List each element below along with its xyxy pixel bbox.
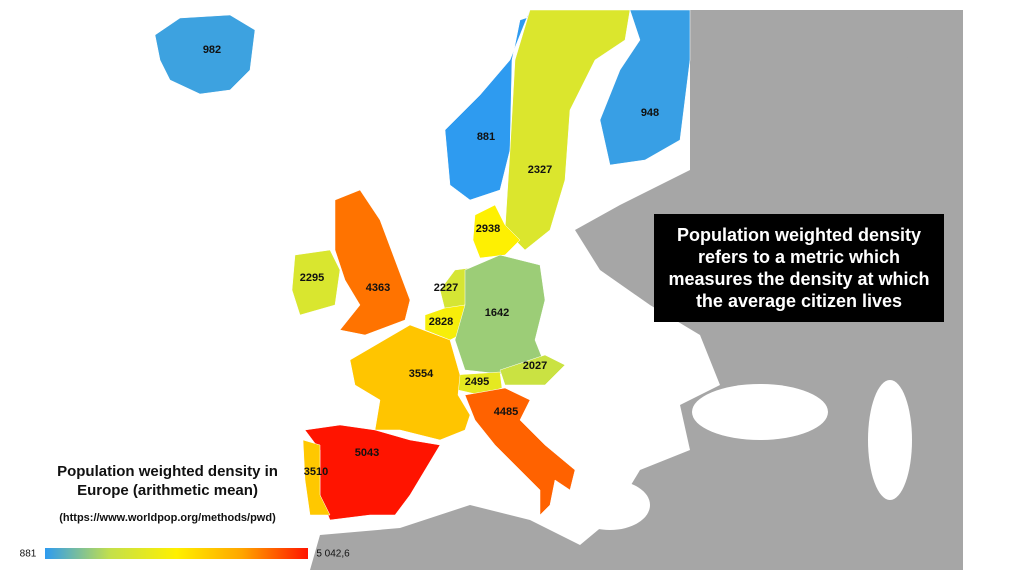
region-label: 2495 bbox=[465, 376, 489, 388]
region-label: 3554 bbox=[409, 368, 434, 380]
legend-bar bbox=[45, 548, 308, 559]
region bbox=[334, 189, 411, 336]
region bbox=[302, 439, 331, 516]
region-label: 2938 bbox=[476, 223, 500, 235]
region bbox=[291, 249, 341, 316]
region-label: 2027 bbox=[523, 360, 547, 372]
sea bbox=[868, 380, 912, 500]
region bbox=[599, 9, 691, 166]
region-label: 4363 bbox=[366, 282, 390, 294]
legend-min: 881 bbox=[20, 549, 37, 560]
legend-max: 5 042,6 bbox=[316, 549, 350, 560]
region bbox=[504, 9, 631, 251]
region-label: 5043 bbox=[355, 447, 379, 459]
region-label: 4485 bbox=[494, 406, 518, 418]
region bbox=[349, 324, 471, 441]
region bbox=[464, 387, 576, 516]
sea bbox=[570, 480, 650, 530]
sea bbox=[692, 384, 828, 440]
land bbox=[720, 10, 963, 60]
region-label: 1642 bbox=[485, 307, 509, 319]
source: (https://www.worldpop.org/methods/pwd) bbox=[59, 512, 276, 524]
region bbox=[472, 204, 521, 259]
region bbox=[444, 9, 551, 201]
region-label: 2327 bbox=[528, 164, 552, 176]
region-label: 2227 bbox=[434, 282, 458, 294]
region-label: 881 bbox=[477, 131, 495, 143]
annotation: Population weighted density refers to a … bbox=[654, 214, 944, 322]
region-label: 948 bbox=[641, 107, 659, 119]
region bbox=[154, 14, 256, 95]
region-label: 982 bbox=[203, 44, 221, 56]
region bbox=[499, 354, 566, 386]
region-label: 2828 bbox=[429, 316, 453, 328]
region-label: 2295 bbox=[300, 272, 324, 284]
map-title: Population weighted density in Europe (a… bbox=[57, 463, 278, 499]
region-label: 3510 bbox=[304, 466, 328, 478]
